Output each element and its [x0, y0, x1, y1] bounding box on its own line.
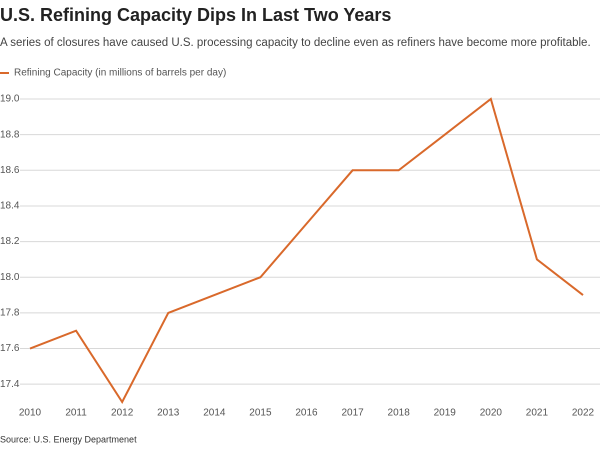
y-tick-label: 19.0	[0, 94, 20, 105]
source: Source: U.S. Energy Departmenet	[0, 434, 137, 444]
legend-label: Refining Capacity (in millions of barrel…	[14, 68, 226, 79]
x-tick-label: 2022	[572, 408, 595, 419]
y-tick-label: 18.2	[0, 236, 20, 247]
x-tick-label: 2013	[157, 408, 180, 419]
x-tick-label: 2011	[65, 408, 87, 419]
y-tick-label: 18.6	[0, 165, 20, 176]
y-tick-label: 17.6	[0, 343, 20, 354]
y-tick-label: 17.8	[0, 308, 20, 319]
x-tick-label: 2020	[480, 408, 503, 419]
chart-title: U.S. Refining Capacity Dips In Last Two …	[0, 5, 391, 25]
y-tick-label: 18.0	[0, 272, 20, 283]
x-tick-label: 2012	[111, 408, 134, 419]
y-tick-label: 18.8	[0, 129, 20, 140]
x-tick-label: 2010	[19, 408, 42, 419]
y-tick-label: 18.4	[0, 201, 20, 212]
x-tick-label: 2017	[341, 408, 364, 419]
x-tick-label: 2019	[434, 408, 457, 419]
x-tick-label: 2015	[249, 408, 272, 419]
x-tick-label: 2021	[526, 408, 549, 419]
chart-subtitle: A series of closures have caused U.S. pr…	[0, 37, 591, 49]
y-tick-label: 17.4	[0, 379, 20, 390]
x-tick-label: 2014	[203, 408, 226, 419]
data-line	[29, 97, 584, 404]
x-tick-label: 2016	[295, 408, 318, 419]
x-tick-label: 2018	[388, 408, 411, 419]
